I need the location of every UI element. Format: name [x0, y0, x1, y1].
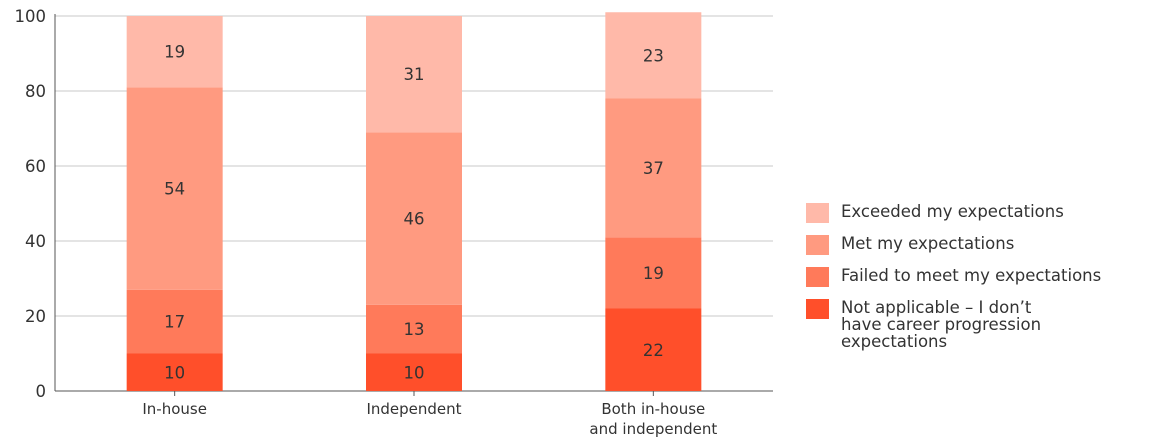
data-label: 46	[404, 210, 425, 229]
data-label: 10	[404, 363, 425, 382]
data-label: 22	[643, 341, 664, 360]
legend-item-not-applicable: Not applicable – I don’t have career pro…	[806, 299, 1146, 350]
y-tick-label: 100	[15, 7, 47, 26]
legend-label: Exceeded my expectations	[841, 202, 1064, 221]
legend-label: Failed to meet my expectations	[841, 266, 1102, 285]
x-tick-label: and independent	[589, 420, 717, 438]
bar-segment	[605, 308, 702, 391]
legend-swatch	[806, 235, 829, 255]
x-tick-label: In-house	[142, 400, 207, 418]
legend-swatch	[806, 267, 829, 287]
bar-segment	[366, 16, 462, 133]
data-label: 54	[164, 180, 185, 199]
bar-segment	[126, 289, 223, 354]
data-label: 19	[643, 264, 664, 283]
legend-label: Met my expectations	[841, 234, 1015, 253]
y-tick-label: 60	[25, 157, 46, 176]
y-tick-label: 80	[25, 82, 46, 101]
x-tick-label: Both in-house	[601, 400, 705, 418]
x-tick-label: Independent	[366, 400, 461, 418]
legend-swatch	[806, 299, 829, 319]
data-label: 10	[164, 363, 185, 382]
y-tick-label: 0	[36, 382, 47, 401]
y-tick-label: 40	[25, 232, 46, 251]
legend-label: Not applicable – I don’t have career pro…	[841, 298, 1042, 351]
data-label: 23	[643, 46, 664, 65]
legend-item-exceeded: Exceeded my expectations	[806, 203, 1146, 223]
bar-segment	[366, 353, 462, 391]
data-label: 13	[404, 320, 425, 339]
data-label: 19	[164, 43, 185, 62]
legend-item-failed: Failed to meet my expectations	[806, 267, 1146, 287]
data-label: 37	[643, 159, 664, 178]
bar-segment	[126, 353, 223, 391]
data-label: 17	[164, 313, 185, 332]
data-label: 31	[404, 65, 425, 84]
bar-segment	[366, 304, 462, 354]
bar-segment	[126, 87, 223, 290]
bar-segment	[605, 98, 702, 238]
bar-segment	[366, 132, 462, 305]
bar-segment	[126, 16, 223, 88]
legend: Exceeded my expectations Met my expectat…	[806, 203, 1146, 362]
y-tick-label: 20	[25, 307, 46, 326]
legend-swatch	[806, 203, 829, 223]
legend-item-met: Met my expectations	[806, 235, 1146, 255]
bar-segment	[605, 237, 702, 309]
bar-segment	[605, 12, 702, 99]
